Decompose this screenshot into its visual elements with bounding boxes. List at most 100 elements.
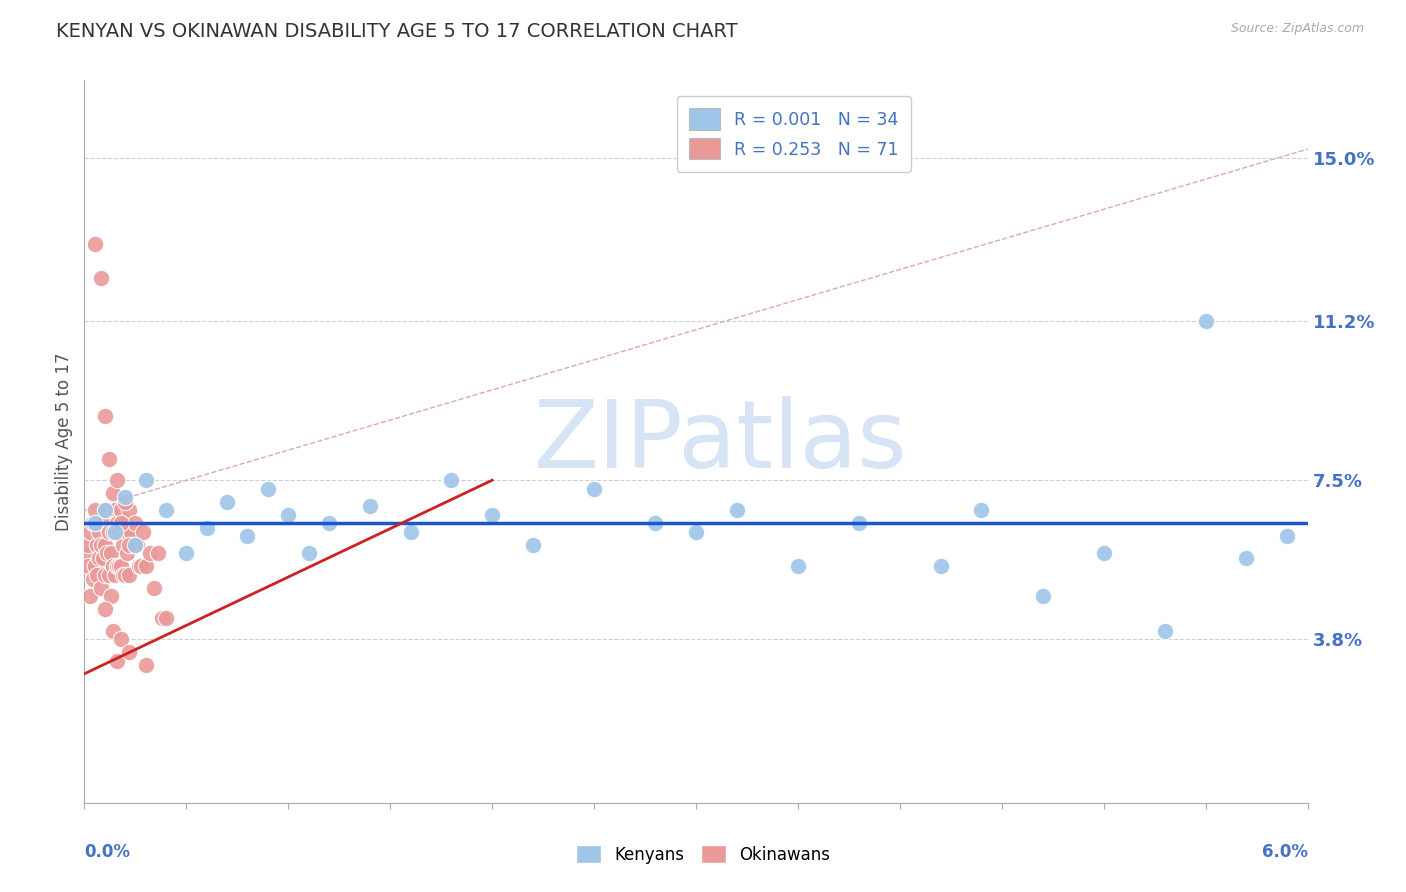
Point [93, 409, 117, 423]
Point [104, 503, 127, 517]
Point [787, 559, 810, 574]
Legend: Kenyans, Okinawans: Kenyans, Okinawans [569, 838, 837, 871]
Point [132, 524, 155, 539]
Point [135, 559, 157, 574]
Point [1154, 624, 1177, 638]
Point [118, 645, 141, 659]
Point [100, 546, 122, 560]
Point [128, 559, 150, 574]
Point [87, 524, 110, 539]
Point [100, 590, 122, 604]
Point [195, 520, 218, 534]
Point [142, 581, 165, 595]
Point [359, 499, 381, 513]
Point [114, 494, 136, 508]
Point [101, 624, 124, 638]
Point [110, 503, 132, 517]
Point [114, 491, 136, 505]
Point [93, 503, 117, 517]
Point [1032, 590, 1054, 604]
Text: Source: ZipAtlas.com: Source: ZipAtlas.com [1230, 22, 1364, 36]
Point [135, 473, 157, 487]
Point [91, 550, 114, 565]
Point [110, 632, 132, 647]
Point [96, 503, 118, 517]
Point [105, 559, 128, 574]
Point [399, 524, 422, 539]
Point [114, 516, 136, 531]
Point [108, 524, 131, 539]
Point [105, 516, 128, 531]
Point [848, 516, 870, 531]
Point [1092, 546, 1115, 560]
Point [83, 503, 105, 517]
Point [1195, 314, 1218, 328]
Point [929, 559, 952, 574]
Point [685, 524, 707, 539]
Point [93, 567, 117, 582]
Point [110, 516, 132, 531]
Point [93, 538, 117, 552]
Point [440, 473, 463, 487]
Point [77, 559, 100, 574]
Point [93, 602, 117, 616]
Point [1277, 529, 1299, 543]
Point [481, 508, 503, 522]
Point [146, 546, 169, 560]
Point [112, 538, 135, 552]
Point [82, 516, 104, 531]
Point [91, 516, 114, 531]
Point [97, 451, 120, 466]
Point [101, 486, 124, 500]
Point [298, 546, 321, 560]
Point [77, 538, 100, 552]
Point [114, 567, 136, 582]
Point [90, 538, 112, 552]
Point [83, 236, 105, 251]
Point [176, 546, 198, 560]
Point [115, 546, 138, 560]
Text: KENYAN VS OKINAWAN DISABILITY AGE 5 TO 17 CORRELATION CHART: KENYAN VS OKINAWAN DISABILITY AGE 5 TO 1… [56, 22, 738, 41]
Point [110, 559, 132, 574]
Point [127, 538, 149, 552]
Point [122, 538, 145, 552]
Point [86, 538, 108, 552]
Point [1236, 550, 1258, 565]
Text: 6.0%: 6.0% [1261, 843, 1308, 861]
Point [124, 538, 146, 552]
Point [155, 611, 177, 625]
Text: 0.0%: 0.0% [84, 843, 131, 861]
Point [105, 473, 128, 487]
Point [90, 271, 112, 285]
Point [318, 516, 340, 531]
Point [236, 529, 259, 543]
Point [277, 508, 299, 522]
Point [120, 524, 142, 539]
Point [101, 524, 124, 539]
Point [118, 538, 141, 552]
Point [105, 654, 128, 668]
Point [644, 516, 666, 531]
Text: ZIPatlas: ZIPatlas [534, 395, 907, 488]
Point [108, 559, 131, 574]
Point [725, 503, 748, 517]
Point [138, 546, 160, 560]
Point [96, 546, 118, 560]
Point [87, 550, 110, 565]
Point [150, 611, 173, 625]
Point [104, 524, 127, 539]
Point [86, 567, 108, 582]
Point [79, 524, 101, 539]
Point [583, 482, 606, 496]
Point [118, 503, 141, 517]
Point [97, 524, 120, 539]
Point [75, 546, 97, 560]
Legend: R = 0.001   N = 34, R = 0.253   N = 71: R = 0.001 N = 34, R = 0.253 N = 71 [676, 96, 911, 171]
Point [115, 524, 138, 539]
Point [82, 572, 104, 586]
Point [79, 590, 101, 604]
Point [257, 482, 280, 496]
Point [97, 567, 120, 582]
Point [131, 559, 153, 574]
Point [83, 559, 105, 574]
